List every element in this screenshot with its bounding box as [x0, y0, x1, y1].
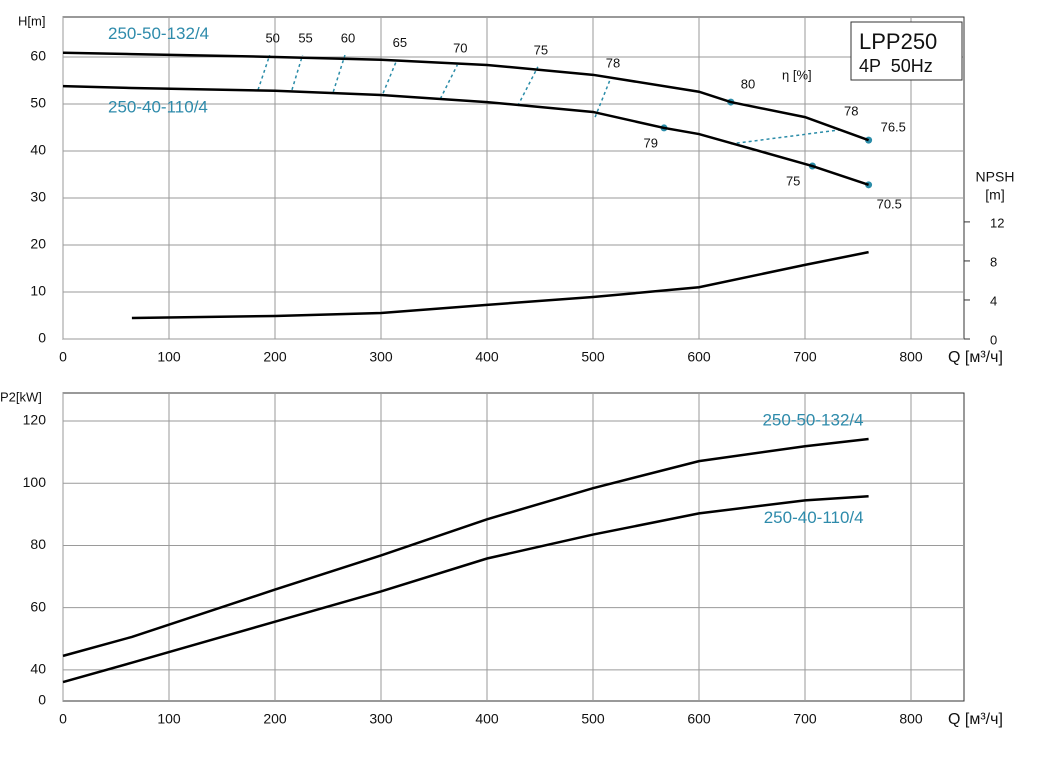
efficiency-label: 70 [453, 40, 467, 55]
x-tick-label: 300 [369, 711, 393, 727]
series-label: 250-50-132/4 [108, 24, 209, 43]
x-axis-label: Q [м³/ч] [948, 711, 1003, 728]
series-label: 250-40-110/4 [108, 98, 208, 117]
efficiency-label: 55 [298, 31, 312, 46]
efficiency-point-label: 75 [786, 173, 800, 188]
chart-title: LPP250 [859, 29, 937, 54]
efficiency-label: 75 [534, 42, 548, 57]
y-tick-label: 40 [30, 661, 46, 677]
efficiency-point-label: 80 [741, 77, 755, 92]
curve [131, 250, 869, 320]
x-tick-label: 600 [687, 711, 711, 727]
x-axis-label: Q [м³/ч] [948, 349, 1003, 366]
efficiency-label: 60 [341, 31, 355, 46]
x-tick-label: 400 [475, 349, 499, 365]
x-tick-label: 500 [581, 349, 605, 365]
efficiency-line [730, 129, 841, 145]
plot-frame [62, 16, 965, 340]
y-tick-label: 0 [38, 330, 46, 346]
curve [62, 84, 869, 187]
x-tick-label: 800 [899, 349, 923, 365]
x-tick-label: 700 [793, 711, 817, 727]
y-origin-label: 0 [38, 692, 46, 708]
y2-axis-label: NPSH [976, 169, 1015, 185]
y-tick-label: 100 [23, 474, 47, 490]
efficiency-line [594, 79, 611, 118]
y-tick-label: 120 [23, 412, 47, 428]
efficiency-line [332, 54, 346, 92]
y-tick-label: 40 [30, 142, 46, 158]
y2-tick-label: 8 [990, 254, 997, 269]
curve [62, 437, 869, 658]
efficiency-line [291, 54, 304, 91]
x-tick-label: 700 [793, 349, 817, 365]
efficiency-point-label: 79 [644, 135, 658, 150]
y2-tick-label: 0 [990, 332, 997, 347]
efficiency-line [517, 66, 539, 107]
x-tick-label: 0 [59, 711, 67, 727]
x-tick-label: 800 [899, 711, 923, 727]
y2-tick-label: 4 [990, 293, 997, 308]
x-tick-label: 0 [59, 349, 67, 365]
eta-label: η [%] [782, 67, 812, 82]
efficiency-label: 78 [844, 103, 858, 118]
efficiency-point-label: 76.5 [881, 120, 906, 135]
efficiency-label: 78 [606, 55, 620, 70]
efficiency-point-label: 70.5 [877, 196, 902, 211]
series-label: 250-50-132/4 [762, 411, 863, 430]
x-tick-label: 200 [263, 349, 287, 365]
y-tick-label: 30 [30, 189, 46, 205]
y-tick-label: 80 [30, 536, 46, 552]
y-tick-label: 60 [30, 48, 46, 64]
efficiency-label: 65 [393, 35, 407, 50]
x-tick-label: 400 [475, 711, 499, 727]
x-tick-label: 100 [157, 349, 181, 365]
x-tick-label: 500 [581, 711, 605, 727]
x-tick-label: 600 [687, 349, 711, 365]
x-tick-label: 300 [369, 349, 393, 365]
curve [62, 495, 869, 684]
y-axis-label: H[m] [18, 13, 45, 28]
y2-tick-label: 12 [990, 215, 1004, 230]
series-label: 250-40-110/4 [764, 508, 864, 527]
efficiency-label: 50 [265, 31, 279, 46]
x-tick-label: 100 [157, 711, 181, 727]
efficiency-line [439, 64, 458, 100]
efficiency-line [382, 59, 398, 94]
y-axis-label: P2[kW] [0, 389, 42, 404]
efficiency-line [257, 54, 271, 91]
y-tick-label: 10 [30, 283, 46, 299]
curve [62, 51, 870, 142]
y-tick-label: 20 [30, 236, 46, 252]
title-box [850, 21, 963, 81]
y-tick-label: 50 [30, 95, 46, 111]
x-tick-label: 200 [263, 711, 287, 727]
y-tick-label: 60 [30, 598, 46, 614]
plot-frame [62, 392, 965, 702]
y2-axis-unit: [m] [985, 187, 1004, 203]
chart-subtitle: 4P 50Hz [859, 56, 933, 76]
